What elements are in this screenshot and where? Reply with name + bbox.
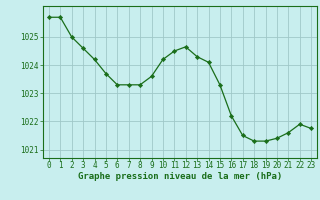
X-axis label: Graphe pression niveau de la mer (hPa): Graphe pression niveau de la mer (hPa) xyxy=(78,172,282,181)
